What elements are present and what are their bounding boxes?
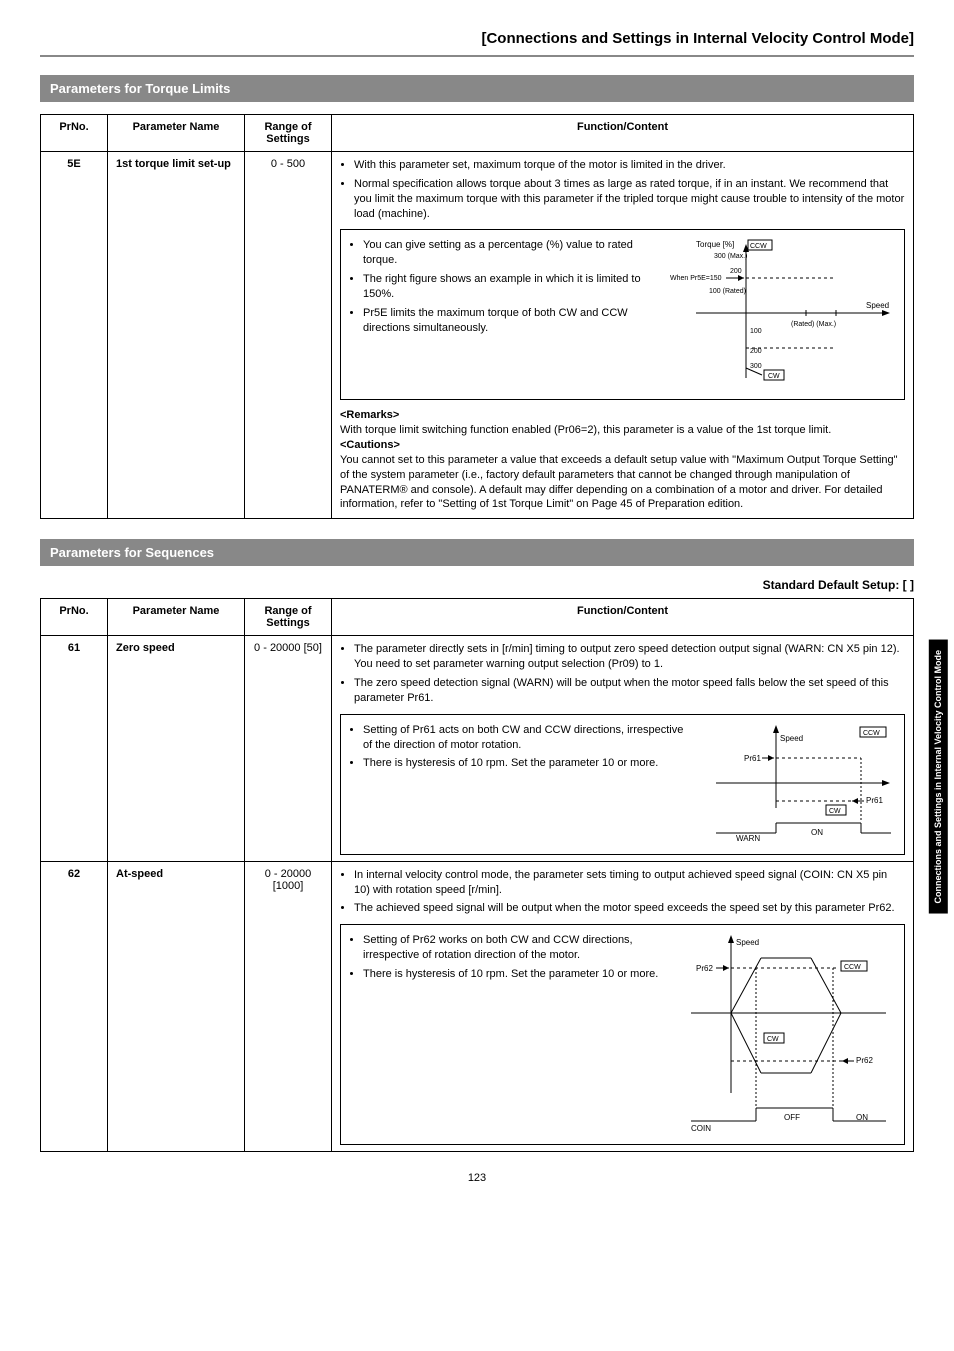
chart-on: ON <box>811 828 823 837</box>
seq-inner-bullets: Setting of Pr62 works on both CW and CCW… <box>349 933 666 982</box>
seq-inner-bullet: There is hysteresis of 10 rpm. Set the p… <box>363 756 686 771</box>
remarks-block: <Remarks> With torque limit switching fu… <box>340 408 905 512</box>
torque-table: PrNo. Parameter Name Range of Settings F… <box>40 114 914 519</box>
chart-when: When Pr5E=150 <box>670 275 722 282</box>
chart-n100: 100 <box>750 328 762 335</box>
seq-section-header: Parameters for Sequences <box>40 539 914 566</box>
page-number: 123 <box>40 1172 914 1184</box>
torque-inner-box: You can give setting as a percentage (%)… <box>340 229 905 400</box>
torque-inner-bullet: Pr5E limits the maximum torque of both C… <box>363 306 656 336</box>
chart-pr61b: Pr61 <box>866 796 883 805</box>
chart-pr61: Pr61 <box>744 754 761 763</box>
cell-prno: 61 <box>41 636 108 861</box>
chart-100r: 100 (Rated) <box>709 288 746 295</box>
torque-bullets: With this parameter set, maximum torque … <box>340 158 905 221</box>
chart-speed: Speed <box>866 301 889 310</box>
seq-table: PrNo. Parameter Name Range of Settings F… <box>40 598 914 1152</box>
cell-func: In internal velocity control mode, the p… <box>332 861 914 1152</box>
remarks-title: <Remarks> <box>340 409 399 421</box>
cell-prno: 5E <box>41 152 108 519</box>
th-pname: Parameter Name <box>108 599 245 636</box>
seq-inner-bullets: Setting of Pr61 acts on both CW and CCW … <box>349 723 686 772</box>
chart-speed: Speed <box>780 734 803 743</box>
seq-bullet: In internal velocity control mode, the p… <box>354 868 905 898</box>
cell-range: 0 - 500 <box>245 152 332 519</box>
torque-row: 5E 1st torque limit set-up 0 - 500 With … <box>41 152 914 519</box>
th-func: Function/Content <box>332 115 914 152</box>
chart-cw: CW <box>768 373 780 380</box>
cell-func: The parameter directly sets in [r/min] t… <box>332 636 914 861</box>
chart-cw: CW <box>829 808 841 815</box>
th-range: Range of Settings <box>245 115 332 152</box>
seq-inner-bullet: Setting of Pr62 works on both CW and CCW… <box>363 933 666 963</box>
cautions-title: <Cautions> <box>340 439 400 451</box>
chart-300: 300 (Max.) <box>714 253 747 260</box>
cell-pname: Zero speed <box>108 636 245 861</box>
seq-row: 62 At-speed 0 - 20000 [1000] In internal… <box>41 861 914 1152</box>
torque-inner-bullets: You can give setting as a percentage (%)… <box>349 238 656 335</box>
torque-inner-bullet: You can give setting as a percentage (%)… <box>363 238 656 268</box>
cell-range: 0 - 20000 [50] <box>245 636 332 861</box>
torque-bullet: With this parameter set, maximum torque … <box>354 158 905 173</box>
zero-speed-chart: CCW Speed Pr61 Pr61 CW <box>696 723 896 843</box>
th-pname: Parameter Name <box>108 115 245 152</box>
seq-bullet: The parameter directly sets in [r/min] t… <box>354 642 905 672</box>
chart-ccw: CCW <box>750 243 767 250</box>
chart-200: 200 <box>730 268 742 275</box>
chart-ylabel: Torque [%] <box>696 240 734 249</box>
page-title: [Connections and Settings in Internal Ve… <box>40 30 914 57</box>
seq-inner-box: Setting of Pr61 acts on both CW and CCW … <box>340 714 905 855</box>
remarks-text: With torque limit switching function ena… <box>340 424 831 436</box>
at-speed-chart: Speed CCW Pr62 <box>676 933 896 1133</box>
seq-bullets: The parameter directly sets in [r/min] t… <box>340 642 905 705</box>
th-range: Range of Settings <box>245 599 332 636</box>
chart-cw: CW <box>767 1036 779 1043</box>
torque-chart: Torque [%] CCW 300 (Max.) 200 100 (Rated… <box>666 238 896 388</box>
chart-ccw: CCW <box>863 730 880 737</box>
cell-func: With this parameter set, maximum torque … <box>332 152 914 519</box>
cell-prno: 62 <box>41 861 108 1152</box>
cautions-text: You cannot set to this parameter a value… <box>340 454 898 511</box>
chart-n300: 300 <box>750 363 762 370</box>
chart-on: ON <box>856 1113 868 1122</box>
chart-speed: Speed <box>736 938 759 947</box>
seq-inner-bullet: There is hysteresis of 10 rpm. Set the p… <box>363 967 666 982</box>
seq-bullet: The zero speed detection signal (WARN) w… <box>354 676 905 706</box>
cell-range: 0 - 20000 [1000] <box>245 861 332 1152</box>
th-prno: PrNo. <box>41 599 108 636</box>
chart-pr62: Pr62 <box>696 964 713 973</box>
side-tab: Connections and Settings in Internal Vel… <box>929 640 948 914</box>
torque-section-header: Parameters for Torque Limits <box>40 75 914 102</box>
cell-pname: At-speed <box>108 861 245 1152</box>
chart-coin: COIN <box>691 1124 711 1133</box>
torque-inner-bullet: The right figure shows an example in whi… <box>363 272 656 302</box>
cell-pname: 1st torque limit set-up <box>108 152 245 519</box>
chart-ccw: CCW <box>844 964 861 971</box>
chart-rm: (Rated) (Max.) <box>791 321 836 328</box>
seq-inner-box: Setting of Pr62 works on both CW and CCW… <box>340 924 905 1145</box>
chart-pr62b: Pr62 <box>856 1056 873 1065</box>
torque-bullet: Normal specification allows torque about… <box>354 177 905 222</box>
chart-off: OFF <box>784 1113 800 1122</box>
seq-row: 61 Zero speed 0 - 20000 [50] The paramet… <box>41 636 914 861</box>
th-prno: PrNo. <box>41 115 108 152</box>
default-setup-label: Standard Default Setup: [ ] <box>40 578 914 592</box>
seq-inner-bullet: Setting of Pr61 acts on both CW and CCW … <box>363 723 686 753</box>
chart-warn: WARN <box>736 834 760 843</box>
seq-bullets: In internal velocity control mode, the p… <box>340 868 905 917</box>
th-func: Function/Content <box>332 599 914 636</box>
seq-bullet: The achieved speed signal will be output… <box>354 901 905 916</box>
chart-n200: 200 <box>750 348 762 355</box>
